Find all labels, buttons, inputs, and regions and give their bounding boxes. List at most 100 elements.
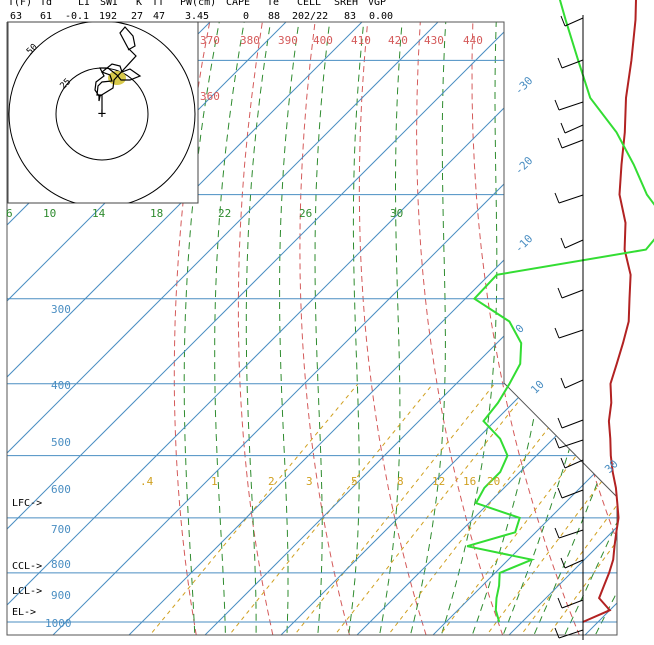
mixing-ratio-labels: .4 1 2 3 5 8 12 16 20 [140,475,500,488]
dry-adiabat-line [173,22,353,635]
isotherm-label: -30 [512,74,535,97]
level-markers: LFC-> CCL-> LCL-> EL-> [12,498,42,618]
wind-barb-flag [560,122,566,134]
wind-barb-flag [554,437,560,449]
mixing-ratio-line [221,383,434,635]
mixing-ratio-line [540,383,617,635]
dry-adiabat-line [299,22,432,635]
wind-barb-flag [554,192,560,204]
mixing-ratio-line [286,383,495,635]
wind-barb [558,529,584,539]
wind-barb [564,239,584,249]
dry-adiabat-line [358,22,471,635]
pressure-label: 400 [51,379,71,392]
header-value: 3.45 [185,11,209,22]
mixing-label: 16 [463,475,476,488]
pressure-label: 1000 [45,617,72,630]
mixing-ratio-line [513,383,617,635]
wind-barb-flag [560,557,566,569]
dewpoint-profile [466,0,654,623]
temperature-profile [582,0,637,623]
header-value: -0.1 [65,11,89,22]
wind-barb-flag [554,527,560,539]
header-value: 27 [131,11,143,22]
header-values: 63 61 -0.1 192 27 47 3.45 0 88 202/22 83… [10,11,393,22]
isotherm-line [346,22,617,635]
moist-adiabat-line [245,22,314,635]
hodograph-ring-50 [8,22,196,203]
header-label: TT [152,0,164,8]
pressure-label: 300 [51,303,71,316]
header-value: 63 [10,11,22,22]
header-value: 0 [243,11,249,22]
dry-adiabat-line [471,22,584,635]
header-value: 192 [99,11,117,22]
wind-barb-flag [554,327,560,339]
ccl-label: CCL-> [12,561,42,572]
moist-adiabat-line [498,22,617,635]
wind-barb [558,194,584,204]
sounding-profiles [466,0,654,623]
header-label: CAPE [226,0,250,8]
isotherm-label: -20 [512,154,535,177]
hodograph: + 50 25 [7,21,199,204]
isotherm-line [498,22,617,635]
pressure-label: 500 [51,436,71,449]
wind-barb [564,124,584,134]
theta-label: 410 [351,34,371,47]
moist-adiabat-line [346,22,396,635]
header-label: K [136,0,142,8]
theta-label: 360 [200,90,220,103]
wind-barbs [554,15,584,640]
isotherm-line [118,22,617,635]
wind-barb-flag [560,377,566,389]
dry-adiabat-line [628,0,654,645]
moist-adiabat-line [314,22,366,635]
theta-label: 430 [424,34,444,47]
header-labels: T(F) Td LI SWI K TT PW(cm) CAPE Te CELL … [8,0,386,8]
wind-barb [564,459,584,469]
wind-barb [561,599,584,609]
wind-barb [561,139,584,149]
wind-barb-flag [560,457,566,469]
thetae-label: 22 [218,207,231,220]
header-value: 202/22 [292,11,328,22]
mixing-ratio-lines [141,383,617,635]
thetae-label: 30 [390,207,403,220]
theta-labels: 370 380 390 400 410 420 430 440 360 [200,34,483,103]
moist-adiabat-line [559,22,617,635]
header-label: Td [40,0,52,8]
wind-barb-flag [557,137,563,149]
thetae-label: 6 [6,207,13,220]
theta-label: 370 [200,34,220,47]
mixing-label: 20 [487,475,500,488]
wind-barb [561,289,584,299]
header-value: 88 [268,11,280,22]
hodograph-trace [94,26,142,114]
mixing-label: .4 [140,475,154,488]
el-label: EL-> [12,607,36,618]
thetae-label: 14 [92,207,106,220]
wind-barb [558,439,584,449]
mixing-ratio-line [141,383,359,635]
dry-adiabat-line [237,22,393,635]
dry-adiabats [173,0,654,645]
thetae-label: 26 [299,207,312,220]
mixing-label: 8 [397,475,404,488]
isotherm-line [270,22,617,635]
header-value: 61 [40,11,52,22]
hodograph-frame [7,21,199,204]
pressure-labels: 300 400 500 600 700 800 900 1000 [45,303,72,630]
lfc-label: LFC-> [12,498,42,509]
moist-adiabat-line [407,22,469,635]
wind-barb-flag [557,597,563,609]
thetae-label: 10 [43,207,56,220]
header-label: T(F) [8,0,32,8]
wind-barb [561,419,584,429]
thetae-label: 18 [150,207,163,220]
wind-barb [558,329,584,339]
moist-adiabats [183,22,617,635]
